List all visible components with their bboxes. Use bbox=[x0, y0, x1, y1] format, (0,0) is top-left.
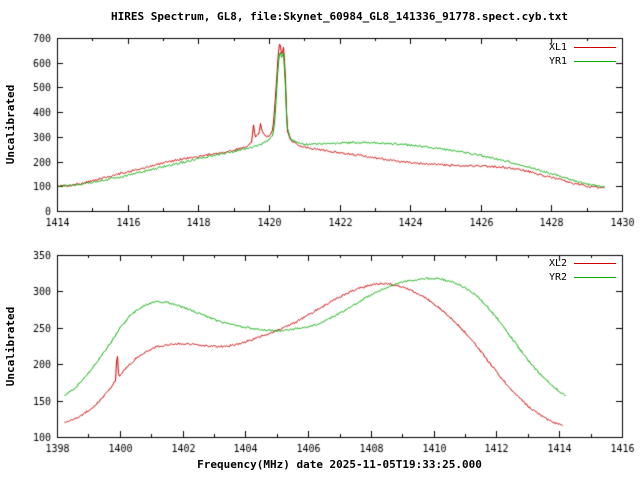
legend-label-xl1: XL1 bbox=[548, 42, 567, 53]
y-axis-label-top: Uncalibrated bbox=[4, 84, 18, 165]
legend-line-sample-xl2 bbox=[574, 263, 616, 264]
legend-line-sample-xl1 bbox=[574, 47, 616, 48]
legend-line-sample-yr1 bbox=[574, 61, 616, 62]
legend-label-yr2: YR2 bbox=[548, 272, 567, 283]
legend-label-xl2: XL2 bbox=[548, 258, 567, 269]
legend-entry-yr1: YR1 bbox=[549, 56, 616, 67]
y-axis-label-bottom-wrap: Uncalibrated bbox=[0, 255, 22, 437]
chart-title: HIRES Spectrum, GL8, file:Skynet_60984_G… bbox=[111, 10, 568, 23]
y-axis-label-bottom: Uncalibrated bbox=[4, 306, 18, 386]
legend-entry-xl1: XL1 bbox=[549, 42, 616, 53]
legend-line-sample-yr2 bbox=[574, 277, 616, 278]
legend-top: XL1 YR1 bbox=[549, 42, 616, 67]
legend-entry-yr2: YR2 bbox=[549, 272, 616, 283]
x-axis-label: Frequency(MHz) date 2025-11-05T19:33:25.… bbox=[197, 458, 482, 471]
legend-entry-xl2: XL2 bbox=[549, 258, 616, 269]
y-axis-label-top-wrap: Uncalibrated bbox=[0, 38, 22, 211]
legend-label-yr1: YR1 bbox=[548, 56, 567, 67]
legend-bottom: XL2 YR2 bbox=[549, 258, 616, 283]
